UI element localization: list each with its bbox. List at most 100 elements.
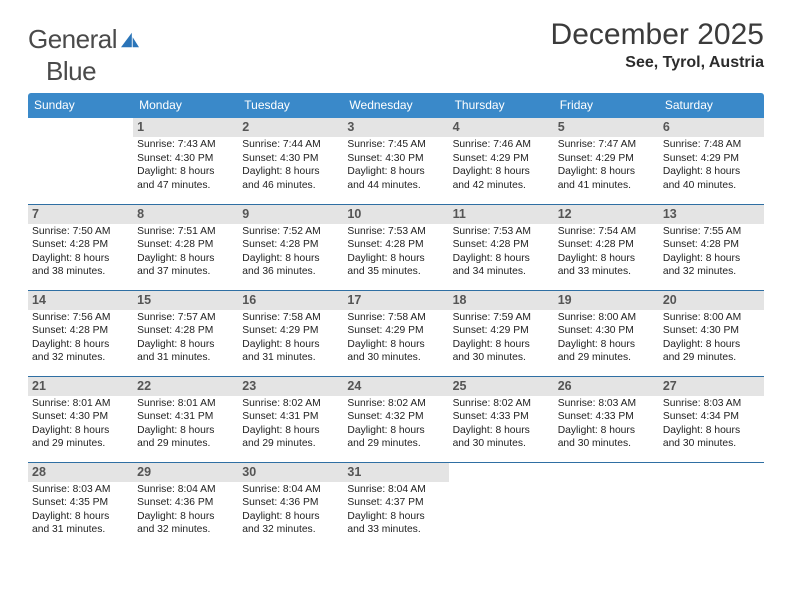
- day-number: 8: [133, 205, 238, 224]
- week-row: 14Sunrise: 7:56 AMSunset: 4:28 PMDayligh…: [28, 290, 764, 376]
- sun-info: Sunrise: 7:51 AMSunset: 4:28 PMDaylight:…: [137, 225, 234, 279]
- day-cell: 8Sunrise: 7:51 AMSunset: 4:28 PMDaylight…: [133, 204, 238, 290]
- day-cell: 24Sunrise: 8:02 AMSunset: 4:32 PMDayligh…: [343, 376, 448, 462]
- dow-tuesday: Tuesday: [238, 93, 343, 118]
- sun-info: Sunrise: 8:03 AMSunset: 4:33 PMDaylight:…: [558, 397, 655, 451]
- day-cell: 9Sunrise: 7:52 AMSunset: 4:28 PMDaylight…: [238, 204, 343, 290]
- day-number: 15: [133, 291, 238, 310]
- day-cell: 18Sunrise: 7:59 AMSunset: 4:29 PMDayligh…: [449, 290, 554, 376]
- day-number: 21: [28, 377, 133, 396]
- day-cell: 23Sunrise: 8:02 AMSunset: 4:31 PMDayligh…: [238, 376, 343, 462]
- day-cell: 26Sunrise: 8:03 AMSunset: 4:33 PMDayligh…: [554, 376, 659, 462]
- sun-info: Sunrise: 8:03 AMSunset: 4:34 PMDaylight:…: [663, 397, 760, 451]
- day-number: 27: [659, 377, 764, 396]
- day-cell: 28Sunrise: 8:03 AMSunset: 4:35 PMDayligh…: [28, 462, 133, 548]
- dow-monday: Monday: [133, 93, 238, 118]
- week-row: 21Sunrise: 8:01 AMSunset: 4:30 PMDayligh…: [28, 376, 764, 462]
- sun-info: Sunrise: 8:00 AMSunset: 4:30 PMDaylight:…: [663, 311, 760, 365]
- day-number: 11: [449, 205, 554, 224]
- day-cell: 22Sunrise: 8:01 AMSunset: 4:31 PMDayligh…: [133, 376, 238, 462]
- month-title: December 2025: [551, 18, 764, 52]
- day-number: 16: [238, 291, 343, 310]
- day-cell: 4Sunrise: 7:46 AMSunset: 4:29 PMDaylight…: [449, 118, 554, 204]
- calendar-table: SundayMondayTuesdayWednesdayThursdayFrid…: [28, 93, 764, 548]
- calendar-head: SundayMondayTuesdayWednesdayThursdayFrid…: [28, 93, 764, 118]
- day-number: 1: [133, 118, 238, 137]
- sun-info: Sunrise: 7:58 AMSunset: 4:29 PMDaylight:…: [242, 311, 339, 365]
- day-cell: 21Sunrise: 8:01 AMSunset: 4:30 PMDayligh…: [28, 376, 133, 462]
- day-number: 2: [238, 118, 343, 137]
- day-cell: 13Sunrise: 7:55 AMSunset: 4:28 PMDayligh…: [659, 204, 764, 290]
- sun-info: Sunrise: 7:58 AMSunset: 4:29 PMDaylight:…: [347, 311, 444, 365]
- sun-info: Sunrise: 8:02 AMSunset: 4:32 PMDaylight:…: [347, 397, 444, 451]
- day-cell: 2Sunrise: 7:44 AMSunset: 4:30 PMDaylight…: [238, 118, 343, 204]
- sun-info: Sunrise: 8:01 AMSunset: 4:30 PMDaylight:…: [32, 397, 129, 451]
- sun-info: Sunrise: 7:45 AMSunset: 4:30 PMDaylight:…: [347, 138, 444, 192]
- brand-word2: Blue: [46, 56, 96, 87]
- day-number: 13: [659, 205, 764, 224]
- day-cell: 16Sunrise: 7:58 AMSunset: 4:29 PMDayligh…: [238, 290, 343, 376]
- sun-info: Sunrise: 7:43 AMSunset: 4:30 PMDaylight:…: [137, 138, 234, 192]
- day-number: 12: [554, 205, 659, 224]
- day-cell: 31Sunrise: 8:04 AMSunset: 4:37 PMDayligh…: [343, 462, 448, 548]
- sun-info: Sunrise: 7:54 AMSunset: 4:28 PMDaylight:…: [558, 225, 655, 279]
- dow-saturday: Saturday: [659, 93, 764, 118]
- day-number: 23: [238, 377, 343, 396]
- day-number: 17: [343, 291, 448, 310]
- sun-info: Sunrise: 7:53 AMSunset: 4:28 PMDaylight:…: [347, 225, 444, 279]
- day-cell: 15Sunrise: 7:57 AMSunset: 4:28 PMDayligh…: [133, 290, 238, 376]
- day-number: 5: [554, 118, 659, 137]
- sun-info: Sunrise: 7:59 AMSunset: 4:29 PMDaylight:…: [453, 311, 550, 365]
- sun-info: Sunrise: 8:02 AMSunset: 4:31 PMDaylight:…: [242, 397, 339, 451]
- dow-wednesday: Wednesday: [343, 93, 448, 118]
- day-number: 30: [238, 463, 343, 482]
- week-row: 1Sunrise: 7:43 AMSunset: 4:30 PMDaylight…: [28, 118, 764, 204]
- sun-info: Sunrise: 7:55 AMSunset: 4:28 PMDaylight:…: [663, 225, 760, 279]
- sun-info: Sunrise: 8:03 AMSunset: 4:35 PMDaylight:…: [32, 483, 129, 537]
- title-block: December 2025 See, Tyrol, Austria: [551, 18, 764, 72]
- day-cell: 27Sunrise: 8:03 AMSunset: 4:34 PMDayligh…: [659, 376, 764, 462]
- sun-info: Sunrise: 7:52 AMSunset: 4:28 PMDaylight:…: [242, 225, 339, 279]
- brand-logo: General: [28, 18, 143, 55]
- day-number: 26: [554, 377, 659, 396]
- empty-cell: [554, 462, 659, 548]
- sun-info: Sunrise: 8:04 AMSunset: 4:37 PMDaylight:…: [347, 483, 444, 537]
- day-cell: 30Sunrise: 8:04 AMSunset: 4:36 PMDayligh…: [238, 462, 343, 548]
- day-number: 7: [28, 205, 133, 224]
- day-cell: 25Sunrise: 8:02 AMSunset: 4:33 PMDayligh…: [449, 376, 554, 462]
- day-cell: 6Sunrise: 7:48 AMSunset: 4:29 PMDaylight…: [659, 118, 764, 204]
- sun-info: Sunrise: 8:02 AMSunset: 4:33 PMDaylight:…: [453, 397, 550, 451]
- day-number: 19: [554, 291, 659, 310]
- day-number: 28: [28, 463, 133, 482]
- day-cell: 12Sunrise: 7:54 AMSunset: 4:28 PMDayligh…: [554, 204, 659, 290]
- sun-info: Sunrise: 7:50 AMSunset: 4:28 PMDaylight:…: [32, 225, 129, 279]
- empty-cell: [28, 118, 133, 204]
- sun-info: Sunrise: 8:00 AMSunset: 4:30 PMDaylight:…: [558, 311, 655, 365]
- day-cell: 3Sunrise: 7:45 AMSunset: 4:30 PMDaylight…: [343, 118, 448, 204]
- sun-info: Sunrise: 8:04 AMSunset: 4:36 PMDaylight:…: [137, 483, 234, 537]
- sun-info: Sunrise: 8:01 AMSunset: 4:31 PMDaylight:…: [137, 397, 234, 451]
- day-number: 3: [343, 118, 448, 137]
- sun-info: Sunrise: 7:56 AMSunset: 4:28 PMDaylight:…: [32, 311, 129, 365]
- day-cell: 19Sunrise: 8:00 AMSunset: 4:30 PMDayligh…: [554, 290, 659, 376]
- day-number: 25: [449, 377, 554, 396]
- empty-cell: [449, 462, 554, 548]
- day-number: 14: [28, 291, 133, 310]
- empty-cell: [659, 462, 764, 548]
- sun-info: Sunrise: 8:04 AMSunset: 4:36 PMDaylight:…: [242, 483, 339, 537]
- location: See, Tyrol, Austria: [551, 54, 764, 72]
- day-cell: 10Sunrise: 7:53 AMSunset: 4:28 PMDayligh…: [343, 204, 448, 290]
- day-number: 18: [449, 291, 554, 310]
- day-number: 24: [343, 377, 448, 396]
- day-cell: 1Sunrise: 7:43 AMSunset: 4:30 PMDaylight…: [133, 118, 238, 204]
- sun-info: Sunrise: 7:53 AMSunset: 4:28 PMDaylight:…: [453, 225, 550, 279]
- sun-info: Sunrise: 7:57 AMSunset: 4:28 PMDaylight:…: [137, 311, 234, 365]
- day-cell: 14Sunrise: 7:56 AMSunset: 4:28 PMDayligh…: [28, 290, 133, 376]
- day-cell: 11Sunrise: 7:53 AMSunset: 4:28 PMDayligh…: [449, 204, 554, 290]
- dow-sunday: Sunday: [28, 93, 133, 118]
- dow-friday: Friday: [554, 93, 659, 118]
- day-number: 10: [343, 205, 448, 224]
- day-number: 31: [343, 463, 448, 482]
- dow-thursday: Thursday: [449, 93, 554, 118]
- day-cell: 5Sunrise: 7:47 AMSunset: 4:29 PMDaylight…: [554, 118, 659, 204]
